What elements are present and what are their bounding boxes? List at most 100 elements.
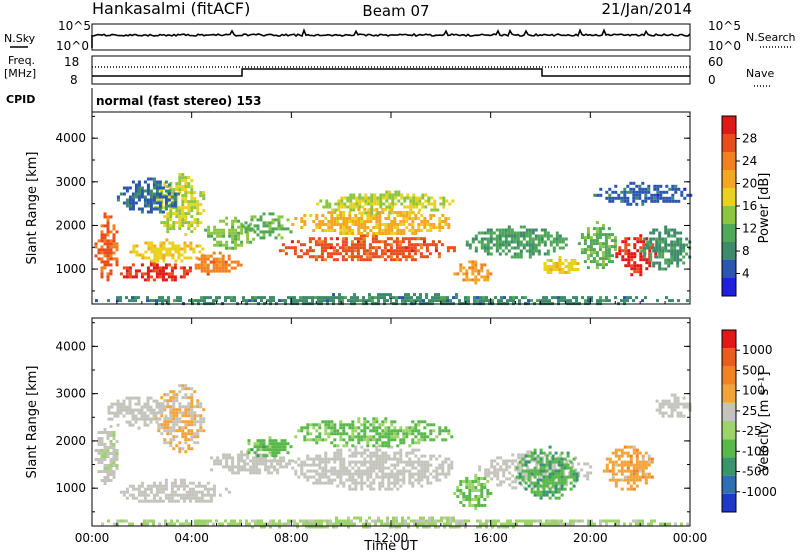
heatmap-cell <box>170 201 174 205</box>
heatmap-cell <box>381 423 385 427</box>
heatmap-cell <box>378 469 382 473</box>
heatmap-cell <box>641 199 645 203</box>
heatmap-cell <box>438 478 442 482</box>
noise-left-label: N.Sky <box>4 32 36 45</box>
heatmap-region <box>204 216 256 250</box>
heatmap-cell <box>371 240 375 244</box>
heatmap-cell <box>589 236 593 240</box>
heatmap-cell <box>190 423 194 427</box>
heatmap-cell <box>513 255 517 259</box>
heatmap-cell <box>417 463 421 467</box>
heatmap-cell <box>565 477 569 481</box>
heatmap-cell <box>670 258 674 262</box>
heatmap-cell <box>514 486 518 490</box>
heatmap-cell <box>97 470 101 473</box>
heatmap-cell <box>185 490 189 494</box>
heatmap-cell <box>668 187 672 191</box>
heatmap-cell <box>209 254 213 258</box>
heatmap-cell <box>112 464 116 467</box>
heatmap-cell <box>474 266 478 270</box>
heatmap-cell <box>658 261 662 265</box>
heatmap-cell <box>216 456 220 460</box>
heatmap-cell <box>536 490 540 494</box>
heatmap-cell <box>546 234 550 238</box>
heatmap-cell <box>200 490 204 494</box>
heatmap-cell <box>437 299 440 303</box>
heatmap-cell <box>486 252 490 256</box>
heatmap-cell <box>221 522 224 526</box>
heatmap-cell <box>213 225 217 229</box>
heatmap-cell <box>297 475 301 479</box>
heatmap-cell <box>157 411 161 415</box>
heatmap-cell <box>321 475 325 479</box>
heatmap-cell <box>614 463 618 467</box>
heatmap-cell <box>140 499 144 503</box>
heatmap-cell <box>103 224 107 228</box>
heatmap-cell <box>380 293 383 297</box>
heatmap-cell <box>587 519 590 523</box>
colorbar-swatch <box>722 134 736 152</box>
heatmap-cell <box>635 202 639 206</box>
heatmap-cell <box>233 296 236 300</box>
heatmap-cell <box>158 192 162 196</box>
y-tick-label: 1000 <box>55 481 86 495</box>
heatmap-cell <box>629 475 633 479</box>
heatmap-cell <box>641 472 645 476</box>
heatmap-cell <box>554 484 558 488</box>
heatmap-cell <box>216 462 220 466</box>
heatmap-cell <box>682 396 686 400</box>
heatmap-cell <box>159 247 163 251</box>
heatmap-cell <box>193 218 197 222</box>
heatmap-cell <box>393 457 397 461</box>
heatmap-cell <box>243 225 247 229</box>
heatmap-cell <box>182 275 186 279</box>
heatmap-cell <box>296 255 300 259</box>
heatmap-cell <box>152 484 156 488</box>
heatmap-cell <box>539 493 543 497</box>
heatmap-cell <box>395 240 399 244</box>
heatmap-cell <box>446 246 450 250</box>
heatmap-cell <box>303 472 307 476</box>
heatmap-cell <box>115 467 119 470</box>
heatmap-cell <box>181 209 185 213</box>
heatmap-cell <box>321 472 325 476</box>
heatmap-cell <box>131 414 135 418</box>
heatmap-cell <box>486 278 490 282</box>
heatmap-cell <box>486 272 490 276</box>
heatmap-cell <box>381 444 385 448</box>
heatmap-cell <box>491 522 494 526</box>
heatmap-cell <box>545 469 549 473</box>
heatmap-cell <box>583 236 587 240</box>
heatmap-cell <box>187 212 191 216</box>
heatmap-cell <box>155 207 159 211</box>
heatmap-cell <box>623 299 626 303</box>
heatmap-cell <box>395 519 398 523</box>
heatmap-cell <box>555 262 559 265</box>
heatmap-cell <box>287 522 290 526</box>
heatmap-cell <box>381 475 385 479</box>
heatmap-cell <box>137 499 141 503</box>
heatmap-cell <box>106 452 110 455</box>
heatmap-cell <box>423 223 427 226</box>
heatmap-cell <box>420 475 424 479</box>
heatmap-cell <box>353 249 357 253</box>
heatmap-cell <box>112 257 116 261</box>
heatmap-cell <box>324 217 328 220</box>
heatmap-cell <box>195 244 199 248</box>
heatmap-cell <box>422 299 425 303</box>
heatmap-cell <box>652 249 656 253</box>
heatmap-cell <box>203 296 206 300</box>
heatmap-cell <box>408 229 412 232</box>
heatmap-cell <box>649 237 653 241</box>
heatmap-cell <box>381 211 385 214</box>
heatmap-cell <box>429 217 433 220</box>
heatmap-cell <box>196 203 200 207</box>
heatmap-cell <box>429 463 433 467</box>
heatmap-cell <box>366 226 370 229</box>
heatmap-cell <box>190 411 194 415</box>
heatmap-cell <box>176 192 180 196</box>
heatmap-cell <box>190 417 194 421</box>
heatmap-cell <box>270 459 274 463</box>
heatmap-cell <box>638 478 642 482</box>
heatmap-cell <box>519 252 523 256</box>
